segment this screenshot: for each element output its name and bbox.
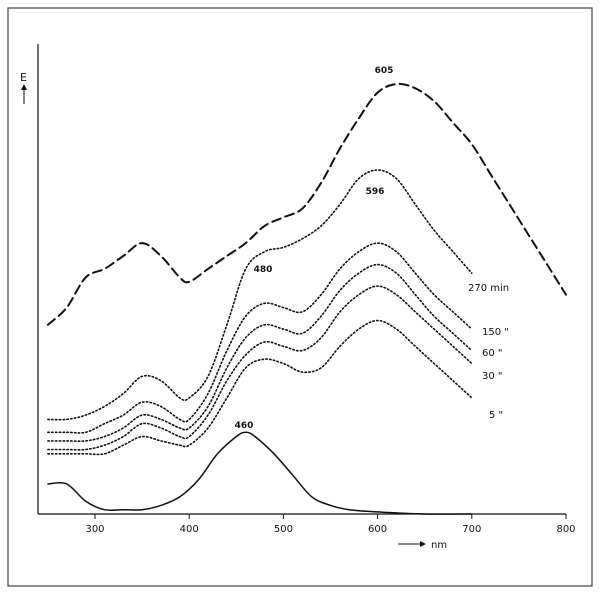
- spectrum-curve-1: [47, 169, 473, 421]
- x-tick-label: 700: [462, 524, 481, 535]
- spectrum-curve-2: [47, 242, 473, 434]
- x-tick-label: 300: [85, 524, 104, 535]
- spectrum-curve-0: [46, 82, 567, 326]
- spectrum-curve-3: [47, 263, 473, 443]
- peak-label-460: 460: [235, 421, 254, 431]
- figure-frame: [7, 7, 593, 587]
- peak-label-605: 605: [375, 66, 394, 76]
- series-label-0: 270 min: [468, 283, 509, 294]
- spectrum-curve-5: [47, 319, 473, 456]
- x-tick-label: 400: [180, 524, 199, 535]
- spectrum-curve-6: [47, 431, 473, 515]
- x-tick-label: 800: [556, 524, 575, 535]
- y-axis-arrow-head: [21, 84, 27, 90]
- spectrum-curve-4: [47, 285, 473, 451]
- series-label-4: 30 ": [482, 371, 503, 382]
- peak-label-480: 480: [254, 265, 273, 275]
- series-label-3: 60 ": [482, 348, 503, 359]
- x-tick-label: 500: [274, 524, 293, 535]
- x-axis-label: nm: [431, 540, 447, 551]
- y-axis-label: E: [20, 71, 27, 84]
- peak-label-596: 596: [366, 187, 385, 197]
- x-tick-label: 600: [368, 524, 387, 535]
- x-axis-arrow-head: [420, 541, 426, 547]
- series-label-5: 5 ": [489, 410, 503, 421]
- series-label-1: 150 ": [482, 327, 509, 338]
